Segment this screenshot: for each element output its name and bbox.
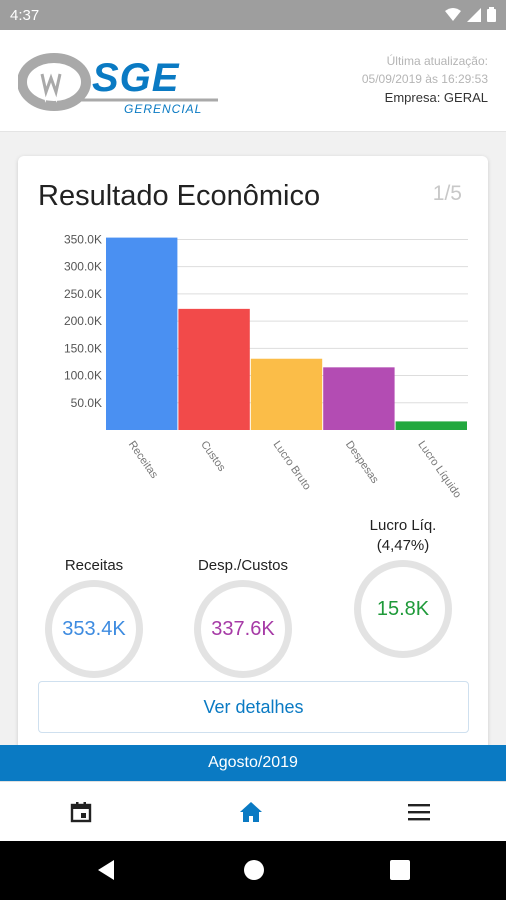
- kpi-value: 337.6K: [211, 617, 275, 640]
- home-icon: [240, 802, 262, 822]
- x-tick-label: Lucro Bruto: [271, 439, 313, 492]
- wifi-icon: [445, 7, 461, 21]
- result-card[interactable]: Resultado Econômico 1/5 50.0K 100.0K 150.0…: [18, 156, 488, 766]
- x-tick-label: Receitas: [126, 439, 161, 481]
- status-bar: 4:37: [0, 0, 506, 30]
- kpi-value: 353.4K: [62, 617, 126, 640]
- sge-logo: SGE GERENCIAL: [17, 46, 218, 118]
- company-label: Empresa: GERAL: [384, 90, 488, 105]
- bar: [323, 367, 395, 430]
- calendar-icon: [70, 802, 92, 823]
- nav-menu[interactable]: [405, 798, 433, 826]
- card-page-indicator: 1/5: [432, 182, 462, 205]
- system-navigation-bar: [0, 841, 506, 900]
- y-tick-label: 150.0K: [64, 341, 102, 355]
- y-tick-label: 50.0K: [71, 396, 102, 410]
- view-details-button[interactable]: Ver detalhes: [38, 681, 469, 733]
- y-tick-label: 100.0K: [64, 369, 102, 383]
- kpi-ring: 353.4K: [45, 580, 143, 678]
- battery-icon: [487, 7, 496, 22]
- y-tick-label: 200.0K: [64, 314, 102, 328]
- kpi-desp-custos: Desp./Custos 337.6K: [178, 536, 308, 678]
- y-tick-label: 300.0K: [64, 260, 102, 274]
- kpi-label: Lucro Líq.: [369, 517, 437, 534]
- kpi-ring: 337.6K: [194, 580, 292, 678]
- kpi-ring: 15.8K: [354, 560, 452, 658]
- bar: [250, 358, 323, 430]
- bar: [106, 237, 178, 430]
- nav-home[interactable]: [237, 798, 265, 826]
- menu-icon: [408, 804, 430, 821]
- kpi-receitas: Receitas 353.4K: [44, 536, 144, 678]
- period-selector[interactable]: Agosto/2019: [0, 745, 506, 781]
- y-tick-label: 250.0K: [64, 287, 102, 301]
- last-update-label: Última atualização:: [386, 54, 488, 68]
- x-tick-label: Custos: [198, 439, 228, 474]
- kpi-value: 15.8K: [376, 597, 430, 620]
- period-label: Agosto/2019: [208, 754, 298, 771]
- bar: [178, 308, 250, 430]
- logo-text: SGE: [92, 56, 180, 100]
- bar: [395, 421, 467, 430]
- signal-icon: [467, 7, 481, 22]
- app-header: SGE GERENCIAL Última atualização: 05/09/…: [0, 30, 506, 132]
- back-icon[interactable]: [96, 859, 116, 881]
- last-update-value: 05/09/2019 às 16:29:53: [361, 72, 488, 86]
- y-tick-label: 350.0K: [64, 232, 102, 246]
- header-info: Última atualização: 05/09/2019 às 16:29:…: [362, 52, 488, 107]
- x-tick-label: Lucro Líquido: [415, 439, 463, 500]
- kpi-label: Receitas: [64, 557, 124, 574]
- kpi-sublabel: (4,47%): [376, 537, 430, 554]
- home-button-icon[interactable]: [243, 859, 265, 881]
- recents-icon[interactable]: [390, 860, 410, 880]
- kpi-lucro-liquido: Lucro Líq. (4,47%) 15.8K: [348, 516, 458, 658]
- bottom-navigation: [0, 781, 506, 841]
- status-time: 4:37: [10, 7, 40, 24]
- status-icons: [445, 7, 496, 22]
- kpi-label: Desp./Custos: [197, 557, 289, 574]
- x-tick-label: Despesas: [343, 439, 381, 486]
- nav-calendar[interactable]: [67, 798, 95, 826]
- card-title: Resultado Econômico: [38, 180, 321, 212]
- bar-chart: 50.0K 100.0K 150.0K 200.0K 250.0K 300.0K 350.0…: [64, 232, 468, 500]
- logo-subtext: GERENCIAL: [124, 102, 203, 116]
